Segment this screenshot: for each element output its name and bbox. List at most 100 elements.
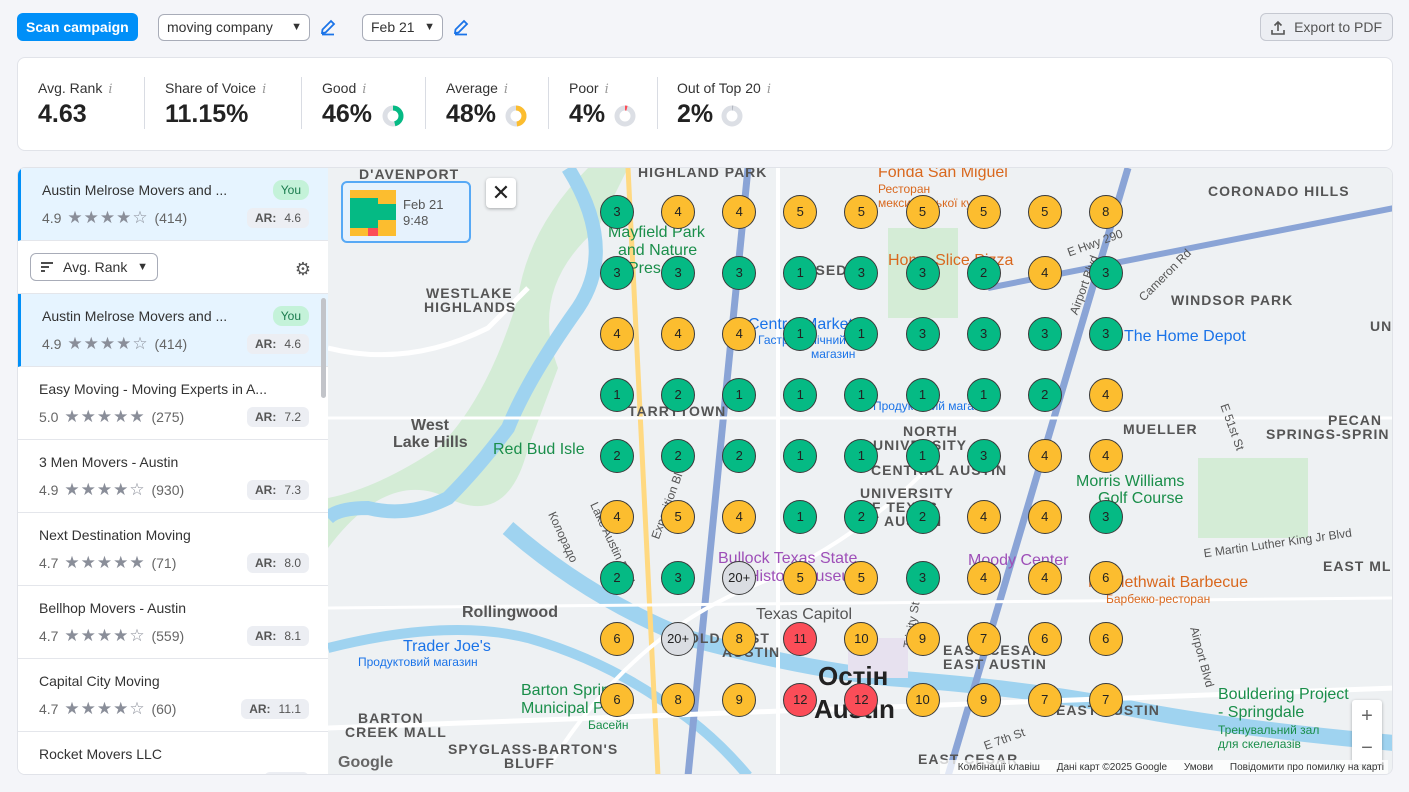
info-icon[interactable]: i [503, 82, 509, 97]
rank-pin[interactable]: 4 [661, 195, 696, 229]
scrollbar[interactable] [321, 298, 326, 398]
sort-select[interactable]: Avg. Rank ▼ [30, 253, 158, 281]
rank-pin[interactable]: 7 [966, 622, 1001, 656]
rank-pin[interactable]: 2 [905, 500, 940, 534]
rank-pin[interactable]: 6 [600, 683, 634, 717]
date-select[interactable]: Feb 21 ▼ [362, 14, 443, 41]
rank-pin[interactable]: 3 [905, 256, 940, 290]
rank-pin[interactable]: 8 [661, 683, 696, 717]
rank-pin[interactable]: 6 [1088, 622, 1123, 656]
rank-pin[interactable]: 2 [600, 439, 634, 473]
scan-campaign-button[interactable]: Scan campaign [17, 13, 138, 41]
edit-date-icon[interactable] [452, 18, 470, 36]
rank-pin[interactable]: 4 [600, 317, 634, 351]
info-icon[interactable]: i [108, 82, 113, 97]
rank-pin[interactable]: 3 [661, 561, 696, 595]
rank-pin[interactable]: 3 [1027, 317, 1062, 351]
zoom-in-button[interactable]: + [1361, 705, 1373, 727]
info-icon[interactable]: i [362, 82, 367, 97]
rank-pin[interactable]: 4 [722, 195, 757, 229]
export-pdf-button[interactable]: Export to PDF [1260, 13, 1393, 41]
rank-pin[interactable]: 5 [905, 195, 940, 229]
zoom-out-button[interactable]: − [1361, 737, 1373, 759]
edit-keyword-icon[interactable] [319, 18, 337, 36]
rank-pin[interactable]: 7 [1027, 683, 1062, 717]
competitor-card[interactable]: 3 Men Movers - Austin 4.9 ★★★★☆ (930) AR… [18, 440, 329, 513]
rank-pin[interactable]: 5 [783, 561, 818, 595]
rank-pin[interactable]: 1 [783, 500, 818, 534]
rank-pin[interactable]: 10 [905, 683, 940, 717]
rank-pin[interactable]: 1 [783, 439, 818, 473]
rank-pin[interactable]: 3 [1088, 317, 1123, 351]
competitor-card[interactable]: Austin Melrose Movers and ... 4.9 ★★★★☆ … [18, 294, 329, 367]
rank-pin[interactable]: 1 [844, 378, 879, 412]
rank-pin[interactable]: 3 [600, 256, 634, 290]
rank-pin[interactable]: 1 [844, 317, 879, 351]
rank-pin[interactable]: 4 [722, 500, 757, 534]
rank-pin[interactable]: 1 [783, 378, 818, 412]
rank-pin[interactable]: 2 [661, 378, 696, 412]
report-error-link[interactable]: Повідомити про помилку на карті [1229, 762, 1384, 773]
rank-pin[interactable]: 6 [1088, 561, 1123, 595]
rank-pin[interactable]: 7 [1088, 683, 1123, 717]
competitor-card[interactable]: Rocket Movers LLC ★★★★☆ AR: [18, 732, 329, 774]
rank-pin[interactable]: 20+ [722, 561, 757, 595]
info-icon[interactable]: i [604, 82, 609, 97]
rank-pin[interactable]: 6 [600, 622, 634, 656]
rank-pin[interactable]: 3 [905, 561, 940, 595]
rank-pin[interactable]: 1 [905, 378, 940, 412]
rank-pin[interactable]: 3 [966, 439, 1001, 473]
info-icon[interactable]: i [766, 82, 771, 97]
rank-pin[interactable]: 6 [1027, 622, 1062, 656]
competitor-card[interactable]: Easy Moving - Moving Experts in A... 5.0… [18, 367, 329, 440]
rank-pin[interactable]: 4 [1027, 561, 1062, 595]
pinned-business-card[interactable]: Austin Melrose Movers and ... 4.9 ★★★★☆ … [18, 168, 329, 241]
rank-pin[interactable]: 5 [1027, 195, 1062, 229]
rank-pin[interactable]: 3 [905, 317, 940, 351]
rank-pin[interactable]: 4 [966, 500, 1001, 534]
rank-pin[interactable]: 4 [1027, 439, 1062, 473]
rank-pin[interactable]: 1 [600, 378, 634, 412]
rank-pin[interactable]: 4 [1088, 378, 1123, 412]
rank-pin[interactable]: 5 [661, 500, 696, 534]
rank-pin[interactable]: 3 [844, 256, 879, 290]
terms-link[interactable]: Умови [1183, 762, 1214, 773]
rank-pin[interactable]: 5 [966, 195, 1001, 229]
rank-pin[interactable]: 4 [1027, 500, 1062, 534]
keyboard-shortcuts-link[interactable]: Комбінації клавіш [957, 762, 1040, 773]
rank-pin[interactable]: 3 [1088, 500, 1123, 534]
rank-pin[interactable]: 2 [844, 500, 879, 534]
rank-pin[interactable]: 9 [966, 683, 1001, 717]
rank-pin[interactable]: 12 [783, 683, 818, 717]
rank-pin[interactable]: 9 [722, 683, 757, 717]
rank-pin[interactable]: 1 [783, 317, 818, 351]
rank-pin[interactable]: 4 [966, 561, 1001, 595]
rank-pin[interactable]: 5 [783, 195, 818, 229]
rank-pin[interactable]: 3 [966, 317, 1001, 351]
scan-snapshot-card[interactable]: Feb 21 9:48 [341, 181, 471, 243]
rank-pin[interactable]: 4 [600, 500, 634, 534]
rank-pin[interactable]: 1 [783, 256, 818, 290]
competitor-card[interactable]: Capital City Moving 4.7 ★★★★☆ (60) AR: 11… [18, 659, 329, 732]
rank-pin[interactable]: 11 [783, 622, 818, 656]
rank-pin[interactable]: 3 [722, 256, 757, 290]
rank-pin[interactable]: 3 [600, 195, 634, 229]
rank-pin[interactable]: 2 [722, 439, 757, 473]
rank-pin[interactable]: 20+ [661, 622, 696, 656]
rank-pin[interactable]: 2 [600, 561, 634, 595]
rank-pin[interactable]: 2 [1027, 378, 1062, 412]
rank-pin[interactable]: 9 [905, 622, 940, 656]
competitor-card[interactable]: Next Destination Moving 4.7 ★★★★★ (71) A… [18, 513, 329, 586]
close-icon[interactable]: ✕ [486, 178, 516, 208]
rank-pin[interactable]: 8 [1088, 195, 1123, 229]
map[interactable]: D'AVENPORT HIGHLAND PARK Fonda San Migue… [328, 168, 1392, 774]
rank-pin[interactable]: 4 [1088, 439, 1123, 473]
rank-pin[interactable]: 2 [661, 439, 696, 473]
rank-pin[interactable]: 1 [966, 378, 1001, 412]
rank-pin[interactable]: 3 [1088, 256, 1123, 290]
rank-pin[interactable]: 8 [722, 622, 757, 656]
rank-pin[interactable]: 1 [905, 439, 940, 473]
rank-pin[interactable]: 10 [844, 622, 879, 656]
rank-pin[interactable]: 3 [661, 256, 696, 290]
gear-icon[interactable]: ⚙ [294, 259, 311, 279]
